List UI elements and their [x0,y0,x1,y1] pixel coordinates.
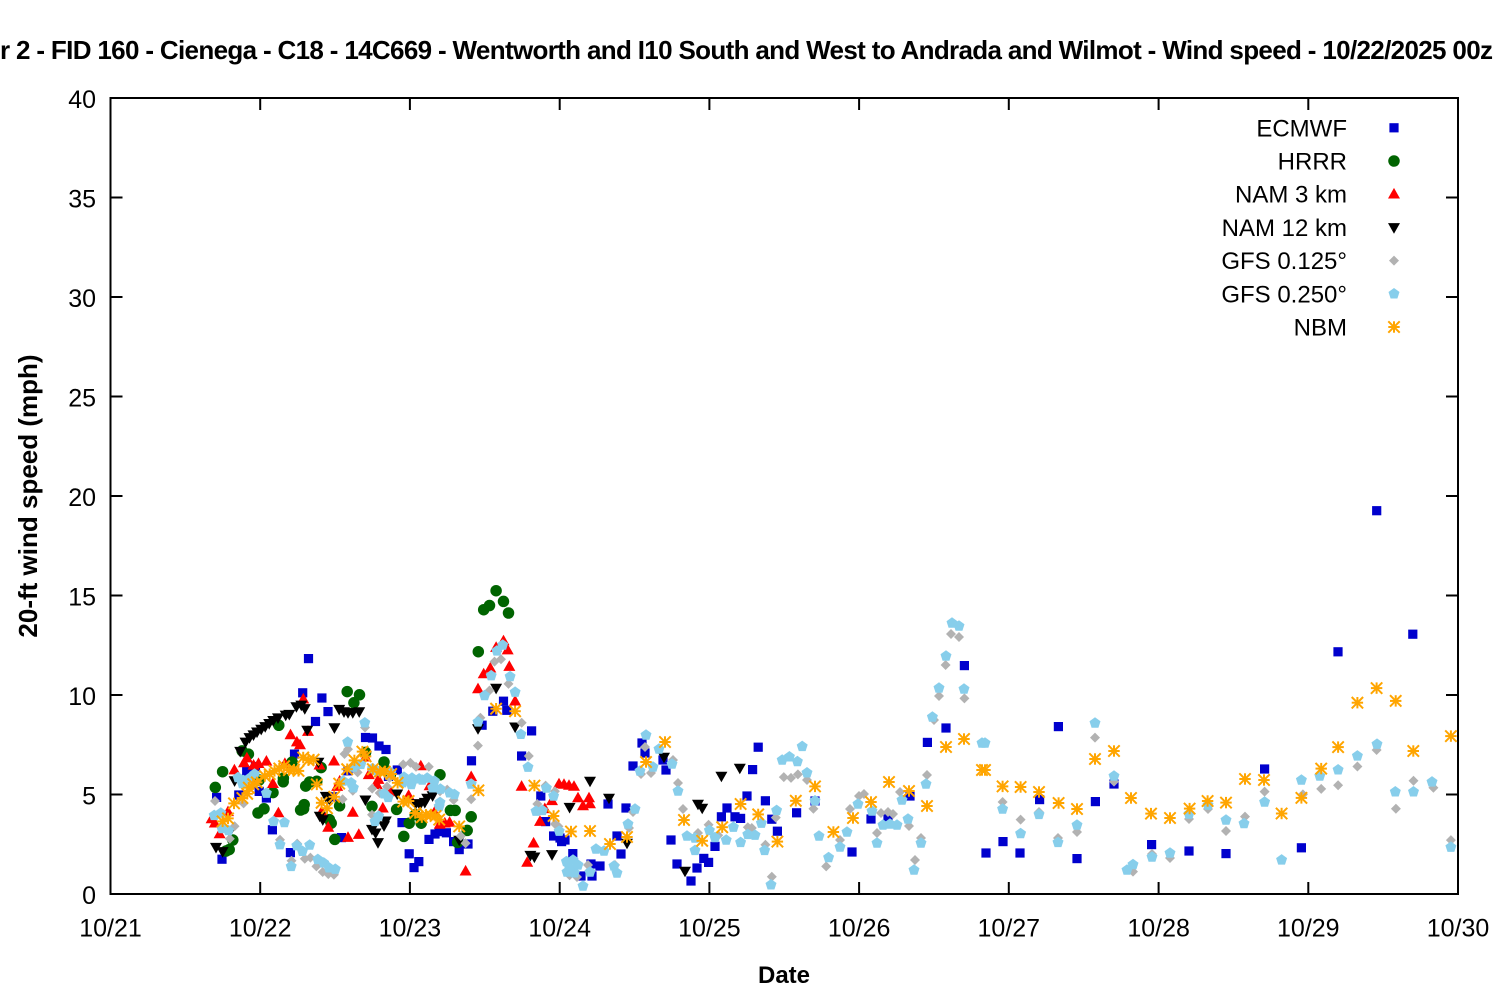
svg-text:10/25: 10/25 [678,915,741,943]
svg-text:GFS 0.125°: GFS 0.125° [1221,248,1347,275]
svg-text:10: 10 [68,683,96,711]
svg-text:10/29: 10/29 [1277,915,1340,943]
svg-text:10/28: 10/28 [1127,915,1190,943]
svg-text:5: 5 [82,783,96,811]
svg-text:GFS 0.250°: GFS 0.250° [1221,281,1347,308]
svg-text:25: 25 [68,385,96,413]
svg-text:NAM 12 km: NAM 12 km [1222,215,1347,242]
svg-text:10/21: 10/21 [79,915,142,943]
svg-text:20: 20 [68,484,96,512]
svg-text:10/23: 10/23 [379,915,442,943]
svg-text:NAM 3 km: NAM 3 km [1235,182,1347,209]
svg-text:10/24: 10/24 [528,915,591,943]
svg-text:15: 15 [68,584,96,612]
svg-text:35: 35 [68,186,96,214]
svg-text:Date: Date [758,962,810,989]
svg-text:30: 30 [68,285,96,313]
svg-text:10/22: 10/22 [229,915,292,943]
svg-text:NBM: NBM [1294,315,1347,342]
svg-text:10/27: 10/27 [978,915,1041,943]
svg-text:10/26: 10/26 [828,915,891,943]
svg-text:40: 40 [68,86,96,114]
svg-text:20-ft wind speed (mph): 20-ft wind speed (mph) [13,354,43,637]
svg-text:r 2 - FID 160 - Cienega - C18: r 2 - FID 160 - Cienega - C18 - 14C669 -… [0,35,1493,65]
svg-text:10/30: 10/30 [1427,915,1490,943]
svg-text:0: 0 [82,882,96,910]
svg-text:ECMWF: ECMWF [1256,115,1347,142]
svg-text:HRRR: HRRR [1278,149,1347,176]
